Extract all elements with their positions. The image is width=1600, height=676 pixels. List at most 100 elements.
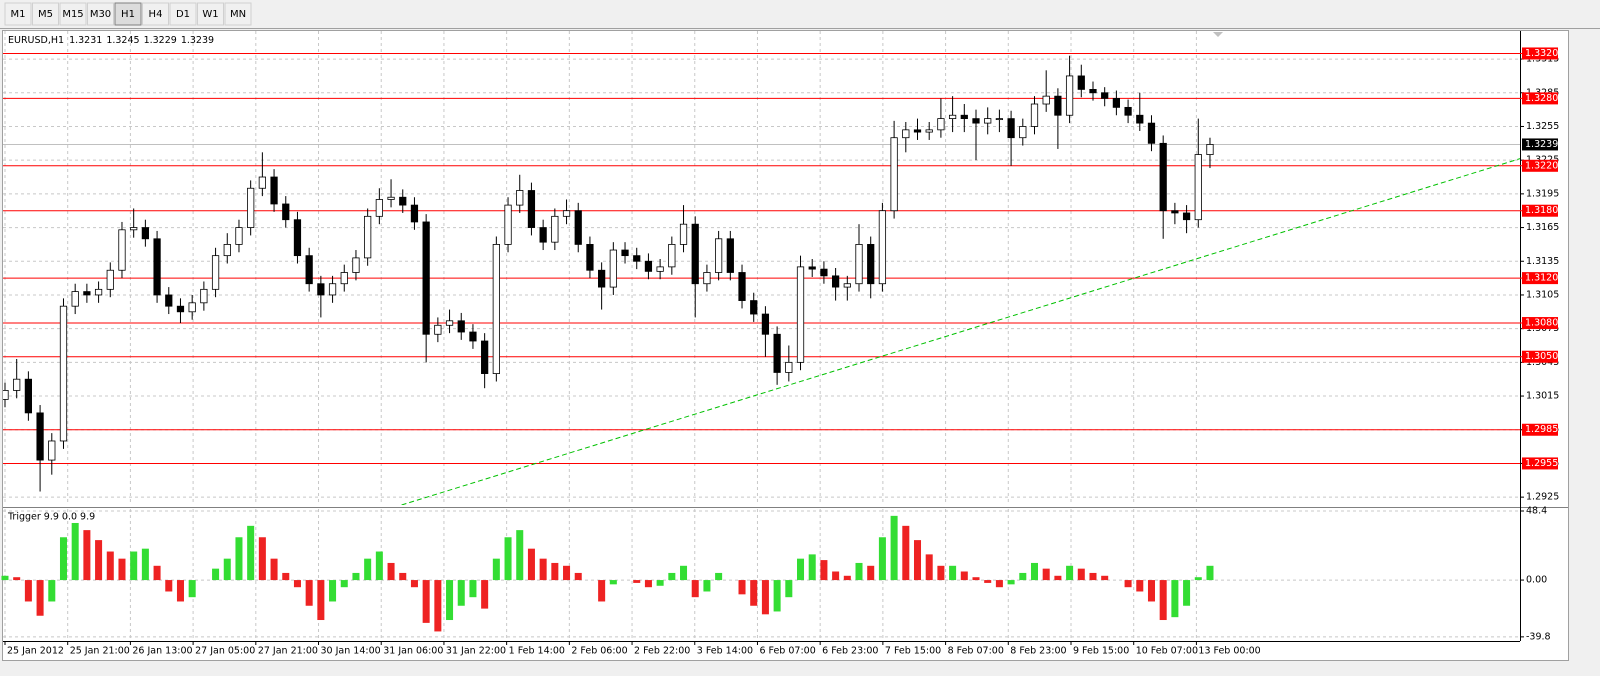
- candle-body: [1042, 95, 1050, 105]
- oscillator-bar: [364, 558, 372, 581]
- timeframe-button[interactable]: [197, 2, 224, 26]
- trend-line: [401, 158, 1520, 505]
- candle-body: [293, 219, 302, 257]
- y-tick-label: 1.3165: [1526, 222, 1559, 233]
- oscillator-bar: [902, 525, 910, 581]
- candle-body: [481, 340, 489, 374]
- oscillator-bar: [434, 580, 442, 632]
- oscillator-bar: [609, 580, 617, 585]
- oscillator-bar: [235, 537, 243, 581]
- candle-body: [831, 275, 840, 288]
- candle-body: [843, 283, 851, 288]
- oscillator-bar: [703, 580, 711, 592]
- candle-body: [773, 333, 781, 373]
- candle-body: [235, 227, 243, 245]
- candle-body: [328, 283, 337, 296]
- oscillator-bar: [644, 580, 652, 588]
- x-tick-label: 27 Jan 21:00: [258, 646, 318, 657]
- level-tag: [1522, 423, 1558, 436]
- timeframe-label[interactable]: M1: [11, 9, 26, 20]
- level-tag: [1522, 204, 1558, 217]
- candle-body: [972, 118, 980, 124]
- candle-body: [738, 272, 746, 301]
- oscillator-bar: [305, 580, 313, 606]
- candle-body: [574, 210, 582, 245]
- timeframe-button[interactable]: [87, 2, 114, 26]
- candle-body: [1054, 95, 1062, 116]
- timeframe-label[interactable]: D1: [176, 9, 190, 20]
- candle-body: [364, 215, 372, 259]
- oscillator-bar: [399, 572, 407, 581]
- candle-body: [399, 196, 407, 206]
- candle-body: [703, 272, 711, 285]
- timeframe-label[interactable]: M30: [90, 9, 111, 20]
- y-tick-label: 0.00: [1526, 575, 1547, 586]
- timeframe-label[interactable]: M15: [62, 9, 83, 20]
- candle-body: [165, 294, 173, 307]
- oscillator-bar: [878, 537, 886, 581]
- candle-body: [609, 249, 617, 288]
- level-label: 1.3080: [1525, 318, 1558, 329]
- timeframe-label[interactable]: H4: [149, 9, 163, 20]
- oscillator-bar: [1183, 580, 1191, 606]
- timeframe-label[interactable]: W1: [202, 9, 218, 20]
- candle-body: [726, 238, 734, 273]
- candle-body: [305, 255, 313, 285]
- timeframe-button[interactable]: [59, 2, 87, 26]
- level-label: 1.3120: [1525, 273, 1558, 284]
- x-tick-label: 30 Jan 14:00: [321, 646, 381, 657]
- oscillator-bar: [212, 568, 220, 581]
- level-tag: [1522, 92, 1558, 105]
- candle-body: [59, 305, 68, 442]
- level-label: 1.2955: [1525, 458, 1558, 469]
- candle-body: [1065, 75, 1074, 116]
- timeframe-button[interactable]: [32, 2, 59, 26]
- oscillator-bar: [1019, 572, 1027, 581]
- candle-body: [913, 129, 922, 133]
- oscillator: [1, 515, 1214, 632]
- candle-body: [352, 257, 360, 273]
- oscillator-bar: [469, 580, 477, 598]
- oscillator-bar: [855, 562, 863, 581]
- oscillator-bar: [352, 572, 360, 581]
- candle-body: [1136, 114, 1144, 124]
- oscillator-bar: [797, 558, 805, 581]
- candle-body: [71, 291, 79, 307]
- trend: [401, 158, 1520, 505]
- candle-body: [434, 324, 442, 335]
- timeframe-button[interactable]: [169, 2, 197, 26]
- candle-body: [340, 272, 348, 285]
- x-tick-label: 25 Jan 2012: [7, 646, 64, 657]
- candle-body: [106, 269, 114, 290]
- candle-body: [258, 176, 266, 189]
- timeframe-button[interactable]: [4, 2, 32, 26]
- candle-body: [469, 331, 477, 342]
- y-tick-label: 1.3255: [1526, 121, 1559, 132]
- candle-body: [750, 300, 758, 315]
- x-tick-label: 25 Jan 21:00: [70, 646, 130, 657]
- oscillator-bar: [949, 565, 957, 581]
- candle-body: [785, 361, 793, 373]
- candle-body: [527, 190, 536, 228]
- candle-body: [48, 440, 56, 461]
- timeframe-button[interactable]: [114, 2, 142, 26]
- oscillator-bar: [1124, 580, 1132, 588]
- timeframe-label[interactable]: MN: [230, 9, 246, 20]
- oscillator-bar: [715, 572, 723, 581]
- candle-body: [820, 268, 828, 277]
- x-tick-label: 6 Feb 23:00: [822, 646, 878, 657]
- candle-body: [539, 227, 547, 243]
- timeframe-label[interactable]: H1: [121, 9, 135, 20]
- candle-body: [1147, 122, 1156, 144]
- timeframe-label[interactable]: M5: [38, 9, 53, 20]
- candle-body: [410, 204, 419, 223]
- candle-body: [153, 238, 161, 296]
- timeframe-button[interactable]: [142, 2, 169, 26]
- oscillator-bar: [48, 580, 56, 602]
- candle-body: [200, 288, 208, 304]
- candle-body: [270, 176, 278, 205]
- x-tick-label: 6 Feb 07:00: [759, 646, 815, 657]
- timeframe-button[interactable]: [224, 2, 252, 26]
- x-tick-label: 2 Feb 22:00: [634, 646, 690, 657]
